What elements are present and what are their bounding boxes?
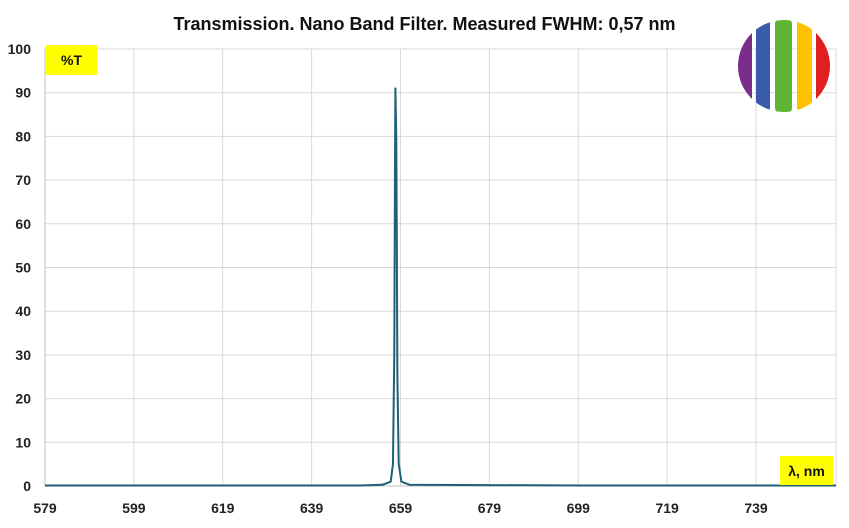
y-tick-label: 80 <box>15 128 31 144</box>
x-tick-label: 699 <box>567 500 591 516</box>
y-tick-label: 10 <box>15 434 31 450</box>
logo-band-3 <box>797 20 812 112</box>
tick-labels: 0 10 20 30 40 50 60 70 80 90 100 579 599 619 639 659 679… <box>8 41 768 516</box>
y-axis-label: %T <box>46 45 97 75</box>
logo-band-4 <box>816 20 830 112</box>
x-tick-label: 719 <box>655 500 679 516</box>
x-tick-label: 599 <box>122 500 146 516</box>
y-tick-label: 0 <box>23 478 31 494</box>
x-axis-label: λ, nm <box>780 456 833 485</box>
logo-band-0 <box>738 20 752 112</box>
y-tick-label: 20 <box>15 391 31 407</box>
logo-band-2 <box>775 20 792 112</box>
y-tick-label: 90 <box>15 85 31 101</box>
logo-band-1 <box>756 20 770 112</box>
y-tick-label: 100 <box>8 41 32 57</box>
y-tick-label: 50 <box>15 260 31 276</box>
y-tick-label: 40 <box>15 303 31 319</box>
y-tick-label: 30 <box>15 347 31 363</box>
x-tick-label: 739 <box>744 500 768 516</box>
y-tick-label: 70 <box>15 172 31 188</box>
brand-logo-icon <box>738 20 830 112</box>
grid <box>45 48 836 486</box>
x-tick-label: 639 <box>300 500 324 516</box>
x-tick-label: 659 <box>389 500 413 516</box>
y-tick-label: 60 <box>15 216 31 232</box>
series-line-0 <box>45 87 836 487</box>
chart-title: Transmission. Nano Band Filter. Measured… <box>173 14 676 34</box>
series-layer <box>45 87 836 487</box>
x-tick-label: 579 <box>33 500 57 516</box>
x-tick-label: 679 <box>478 500 502 516</box>
x-tick-label: 619 <box>211 500 235 516</box>
